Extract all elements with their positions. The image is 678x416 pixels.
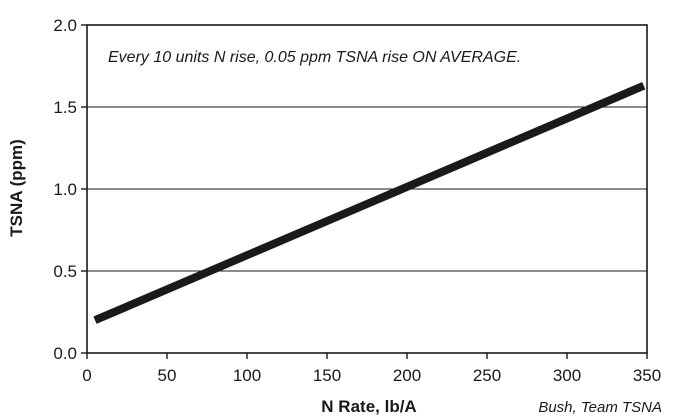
y-tick-label: 0.5 [53, 262, 77, 281]
y-tick-label: 0.0 [53, 344, 77, 363]
axis-ticks: 0.0 0.5 1.0 1.5 2.0 0 50 100 150 200 250 300 350 [53, 16, 661, 385]
y-tick-label: 1.0 [53, 180, 77, 199]
chart-credit: Bush, Team TSNA [538, 399, 662, 416]
trend-line [93, 82, 646, 324]
x-tick-label: 100 [233, 366, 261, 385]
x-tick-label: 200 [393, 366, 421, 385]
gridlines [87, 106, 647, 272]
x-tick-label: 50 [158, 366, 177, 385]
x-tick-label: 0 [82, 366, 91, 385]
y-tick-label: 2.0 [53, 16, 77, 35]
series-layer [93, 82, 646, 324]
x-tick-label: 300 [553, 366, 581, 385]
x-axis-label: N Rate, lb/A [321, 397, 416, 416]
x-tick-label: 350 [633, 366, 661, 385]
y-axis-label: TSNA (ppm) [7, 139, 26, 237]
y-tick-label: 1.5 [53, 98, 77, 117]
x-tick-label: 150 [313, 366, 341, 385]
chart-annotation: Every 10 units N rise, 0.05 ppm TSNA ris… [108, 49, 521, 66]
x-tick-label: 250 [473, 366, 501, 385]
